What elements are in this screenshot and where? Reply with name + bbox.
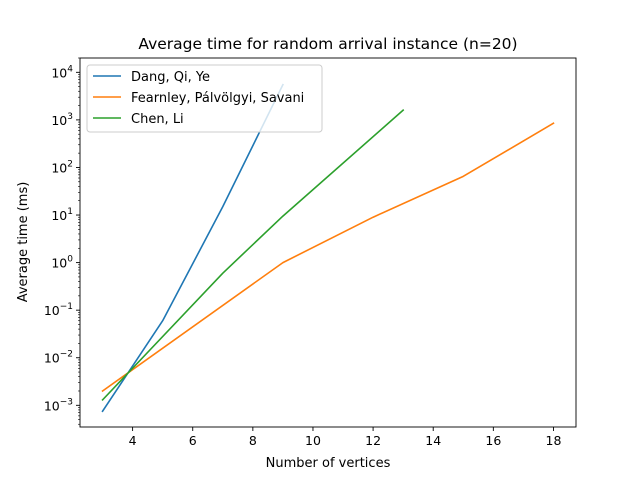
y-tick-label: 10−1 bbox=[44, 302, 73, 318]
series-line-1 bbox=[101, 122, 555, 393]
x-tick-label: 14 bbox=[425, 433, 441, 448]
x-tick-label: 4 bbox=[129, 433, 137, 448]
plot-frame bbox=[79, 57, 577, 428]
y-tick-label: 100 bbox=[51, 255, 73, 271]
y-axis-label: Average time (ms) bbox=[16, 182, 31, 303]
y-tick-label: 10−3 bbox=[44, 397, 73, 413]
x-tick-label: 16 bbox=[485, 433, 501, 448]
x-tick-label: 8 bbox=[249, 433, 257, 448]
series-lines bbox=[101, 83, 555, 413]
legend-label-0: Dang, Qi, Ye bbox=[131, 70, 210, 85]
legend: Dang, Qi, Ye Fearnley, Pálvölgyi, Savani C… bbox=[86, 64, 323, 133]
x-tick-label: 12 bbox=[365, 433, 381, 448]
legend-label-1: Fearnley, Pálvölgyi, Savani bbox=[131, 91, 304, 106]
y-tick-label: 104 bbox=[51, 64, 73, 80]
y-tick-label: 101 bbox=[51, 207, 73, 223]
y-tick-label: 10−2 bbox=[44, 350, 73, 366]
x-tick-label: 18 bbox=[546, 433, 562, 448]
x-tick-label: 6 bbox=[189, 433, 197, 448]
y-tick-label: 102 bbox=[51, 159, 73, 175]
series-line-2 bbox=[101, 109, 405, 402]
series-line-0 bbox=[101, 83, 284, 413]
x-tick-label: 10 bbox=[305, 433, 321, 448]
x-axis-ticks: 4 6 8 10 12 14 16 18 bbox=[129, 427, 562, 448]
legend-box bbox=[86, 64, 323, 133]
legend-label-2: Chen, Li bbox=[131, 112, 184, 127]
y-tick-label: 103 bbox=[51, 112, 73, 128]
x-axis-label: Number of vertices bbox=[266, 456, 391, 471]
y-axis-ticks: 10−3 10−2 10−1 100 101 102 103 104 bbox=[44, 57, 80, 425]
chart-title: Average time for random arrival instance… bbox=[138, 35, 517, 53]
